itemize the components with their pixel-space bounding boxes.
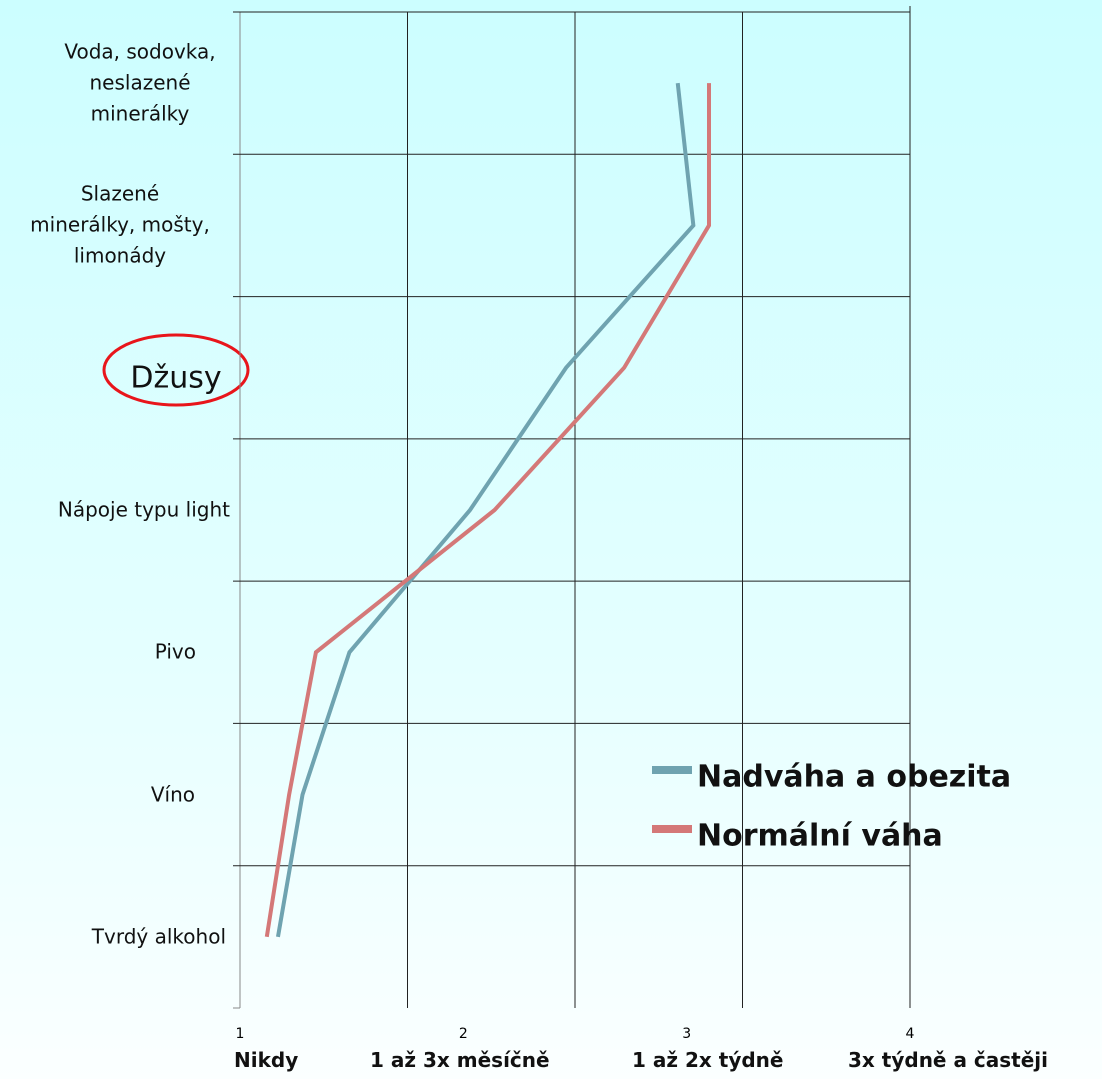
category-label: Džusy [130, 360, 222, 396]
x-tick-label: 3 [682, 1026, 691, 1042]
x-category-label: 1 až 3x měsíčně [370, 1048, 550, 1072]
x-tick-label: 1 [236, 1026, 245, 1042]
x-category-label: 1 až 2x týdně [632, 1048, 784, 1072]
category-label: Voda, sodovka, neslazené minerálky [64, 39, 216, 126]
series-line [264, 83, 711, 938]
category-label: Slazené minerálky, mošty, limonády [30, 181, 210, 268]
legend-label: Nadváha a obezita [697, 760, 1011, 795]
x-category-label: Nikdy [234, 1048, 299, 1072]
x-tick-label: 4 [906, 1026, 915, 1042]
category-label: Víno [150, 782, 195, 807]
category-label: Pivo [154, 639, 196, 664]
legend-label: Normální váha [697, 819, 943, 854]
x-category-label: 3x týdně a častěji [848, 1048, 1049, 1072]
highlight-ellipse [102, 333, 250, 407]
series-line [275, 82, 696, 938]
category-label: Nápoje typu light [57, 497, 230, 522]
category-label: Tvrdý alkohol [91, 924, 226, 949]
x-tick-label: 2 [459, 1026, 468, 1042]
